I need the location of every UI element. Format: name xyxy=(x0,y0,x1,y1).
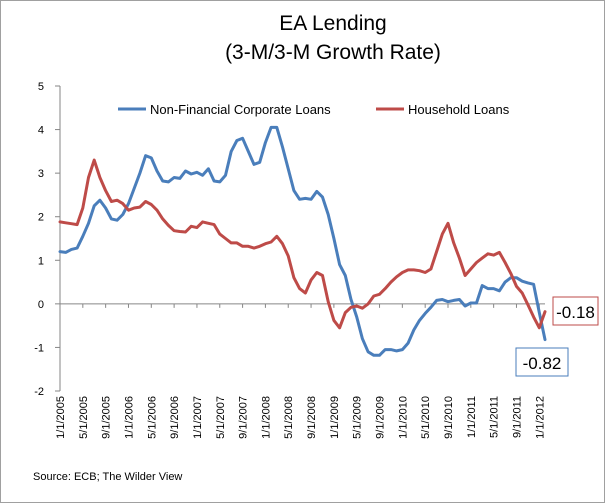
plot-area: 5 4 3 2 1 0 -1 -2 1/1/2005 5/1/2005 9/1/2005 1/1/20… xyxy=(34,81,547,439)
y-tick-label: -1 xyxy=(34,342,44,354)
annotation-corporate-last: -0.82 xyxy=(515,347,569,377)
x-tick-label: 9/1/2009 xyxy=(375,396,387,439)
x-tick-label: 1/1/2007 xyxy=(192,396,204,439)
x-tick-label: 5/1/2006 xyxy=(146,396,158,439)
x-tick-label: 1/1/2012 xyxy=(534,396,546,439)
source-note: Source: ECB; The Wilder View xyxy=(33,471,182,483)
legend-label-corporate: Non-Financial Corporate Loans xyxy=(150,102,331,117)
x-tick-label: 9/1/2007 xyxy=(238,396,250,439)
y-tick-label: 3 xyxy=(38,168,44,180)
x-tick-label: 5/1/2011 xyxy=(489,396,501,438)
x-tick-label: 9/1/2008 xyxy=(306,396,318,439)
y-tick-label: 0 xyxy=(38,299,44,311)
x-tick-label: 9/1/2005 xyxy=(101,396,113,439)
y-tick-label: 2 xyxy=(38,212,44,224)
legend: Non-Financial Corporate Loans Household … xyxy=(118,102,510,117)
y-tick-label: 5 xyxy=(38,81,44,93)
chart-title-line2: (3-M/3-M Growth Rate) xyxy=(225,41,441,64)
x-tick-label: 1/1/2010 xyxy=(397,396,409,439)
x-tick-label: 9/1/2010 xyxy=(443,396,455,439)
annotation-household-last: -0.18 xyxy=(552,296,599,326)
x-tick-label: 9/1/2006 xyxy=(169,396,181,439)
x-tick-label: 1/1/2008 xyxy=(260,396,272,439)
annotation-household-label: -0.18 xyxy=(556,303,595,322)
legend-label-household: Household Loans xyxy=(408,102,510,117)
y-tick-label: 1 xyxy=(38,255,44,267)
x-tick-label: 5/1/2009 xyxy=(352,396,364,439)
series-line-household xyxy=(58,158,547,330)
series-line-corporate xyxy=(58,125,547,357)
x-tick-label: 5/1/2007 xyxy=(215,396,227,439)
x-tick-label: 1/1/2011 xyxy=(466,396,478,438)
chart-title-line1: EA Lending xyxy=(279,12,386,35)
x-tick-label: 5/1/2010 xyxy=(420,396,432,439)
annotation-corporate-label: -0.82 xyxy=(523,354,562,373)
y-tick-label: 4 xyxy=(38,125,44,137)
x-tick-label: 9/1/2011 xyxy=(511,396,523,438)
x-tick-label: 1/1/2006 xyxy=(123,396,135,439)
x-tick-label: 5/1/2008 xyxy=(283,396,295,439)
x-tick-label: 1/1/2009 xyxy=(329,396,341,439)
y-tick-label: -2 xyxy=(34,386,44,398)
x-tick-label: 5/1/2005 xyxy=(78,396,90,439)
x-tick-label: 1/1/2005 xyxy=(55,396,67,439)
